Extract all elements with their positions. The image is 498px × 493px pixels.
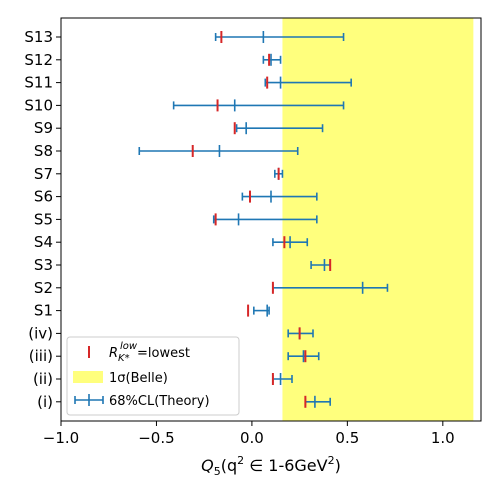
data-row-12	[247, 304, 270, 317]
x-tick-label-2: 0.0	[240, 429, 264, 447]
x-tick-label-0: −1.0	[43, 429, 79, 447]
legend-errorbar-swatch	[74, 394, 104, 406]
data-row-4	[233, 122, 324, 135]
y-tick-label-9: S4	[34, 233, 53, 251]
y-tick-label-15: (ii)	[33, 370, 53, 388]
data-row-5	[138, 145, 299, 157]
data-row-14	[287, 350, 320, 363]
y-axis: S13 S12 S11 S10 S9 S8 S7 S6 S5 S4 S3 S2 S1 (iv) (iii) (…	[24, 28, 61, 411]
x-axis-title: Q5(q2 ∈ 1-6GeV2)	[201, 454, 341, 478]
y-tick-label-2: S11	[24, 74, 53, 92]
y-tick-label-3: S10	[24, 96, 53, 114]
data-row-9	[272, 236, 309, 249]
data-row-2	[264, 76, 352, 89]
data-row-8	[212, 213, 318, 226]
data-row-13	[287, 327, 314, 340]
y-tick-label-0: S13	[24, 28, 53, 46]
legend: RK*low=lowest 1σ(Belle) 68%CL(Theory)	[66, 336, 240, 416]
legend-band-swatch	[73, 371, 103, 383]
legend-item-lowest: RK*low=lowest	[88, 341, 190, 364]
y-tick-label-1: S12	[24, 51, 53, 69]
y-tick-label-13: (iv)	[28, 324, 53, 342]
data-row-16	[304, 395, 331, 408]
data-row-6	[274, 167, 284, 180]
data-row-11	[271, 281, 389, 294]
y-tick-label-8: S5	[34, 210, 53, 228]
legend-item-belle: 1σ(Belle)	[73, 371, 168, 386]
data-row-7	[241, 190, 318, 203]
y-tick-label-10: S3	[34, 256, 53, 274]
legend-label-belle: 1σ(Belle)	[109, 371, 168, 386]
legend-label-lowest: RK*low=lowest	[109, 341, 190, 364]
data-row-0	[214, 31, 345, 43]
y-tick-label-14: (iii)	[29, 347, 53, 365]
y-tick-label-7: S6	[34, 188, 53, 206]
data-row-15	[271, 373, 293, 385]
data-row-3	[172, 99, 345, 112]
x-tick-label-1: −0.5	[138, 429, 174, 447]
data-row-10	[310, 259, 332, 271]
legend-box	[66, 336, 240, 416]
y-tick-label-11: S2	[34, 279, 53, 297]
legend-item-theory: 68%CL(Theory)	[74, 394, 210, 409]
data-marks-layer	[138, 31, 389, 408]
y-tick-label-6: S7	[34, 165, 53, 183]
legend-label-theory: 68%CL(Theory)	[109, 394, 210, 409]
y-tick-label-4: S9	[34, 119, 53, 137]
x-axis: −1.0 −0.5 0.0 0.5 1.0	[43, 421, 455, 447]
y-tick-label-5: S8	[34, 142, 53, 160]
x-tick-label-3: 0.5	[335, 429, 359, 447]
data-row-1	[262, 53, 282, 66]
x-tick-label-4: 1.0	[431, 429, 455, 447]
y-tick-label-16: (i)	[37, 393, 53, 411]
y-tick-label-12: S1	[34, 302, 53, 320]
